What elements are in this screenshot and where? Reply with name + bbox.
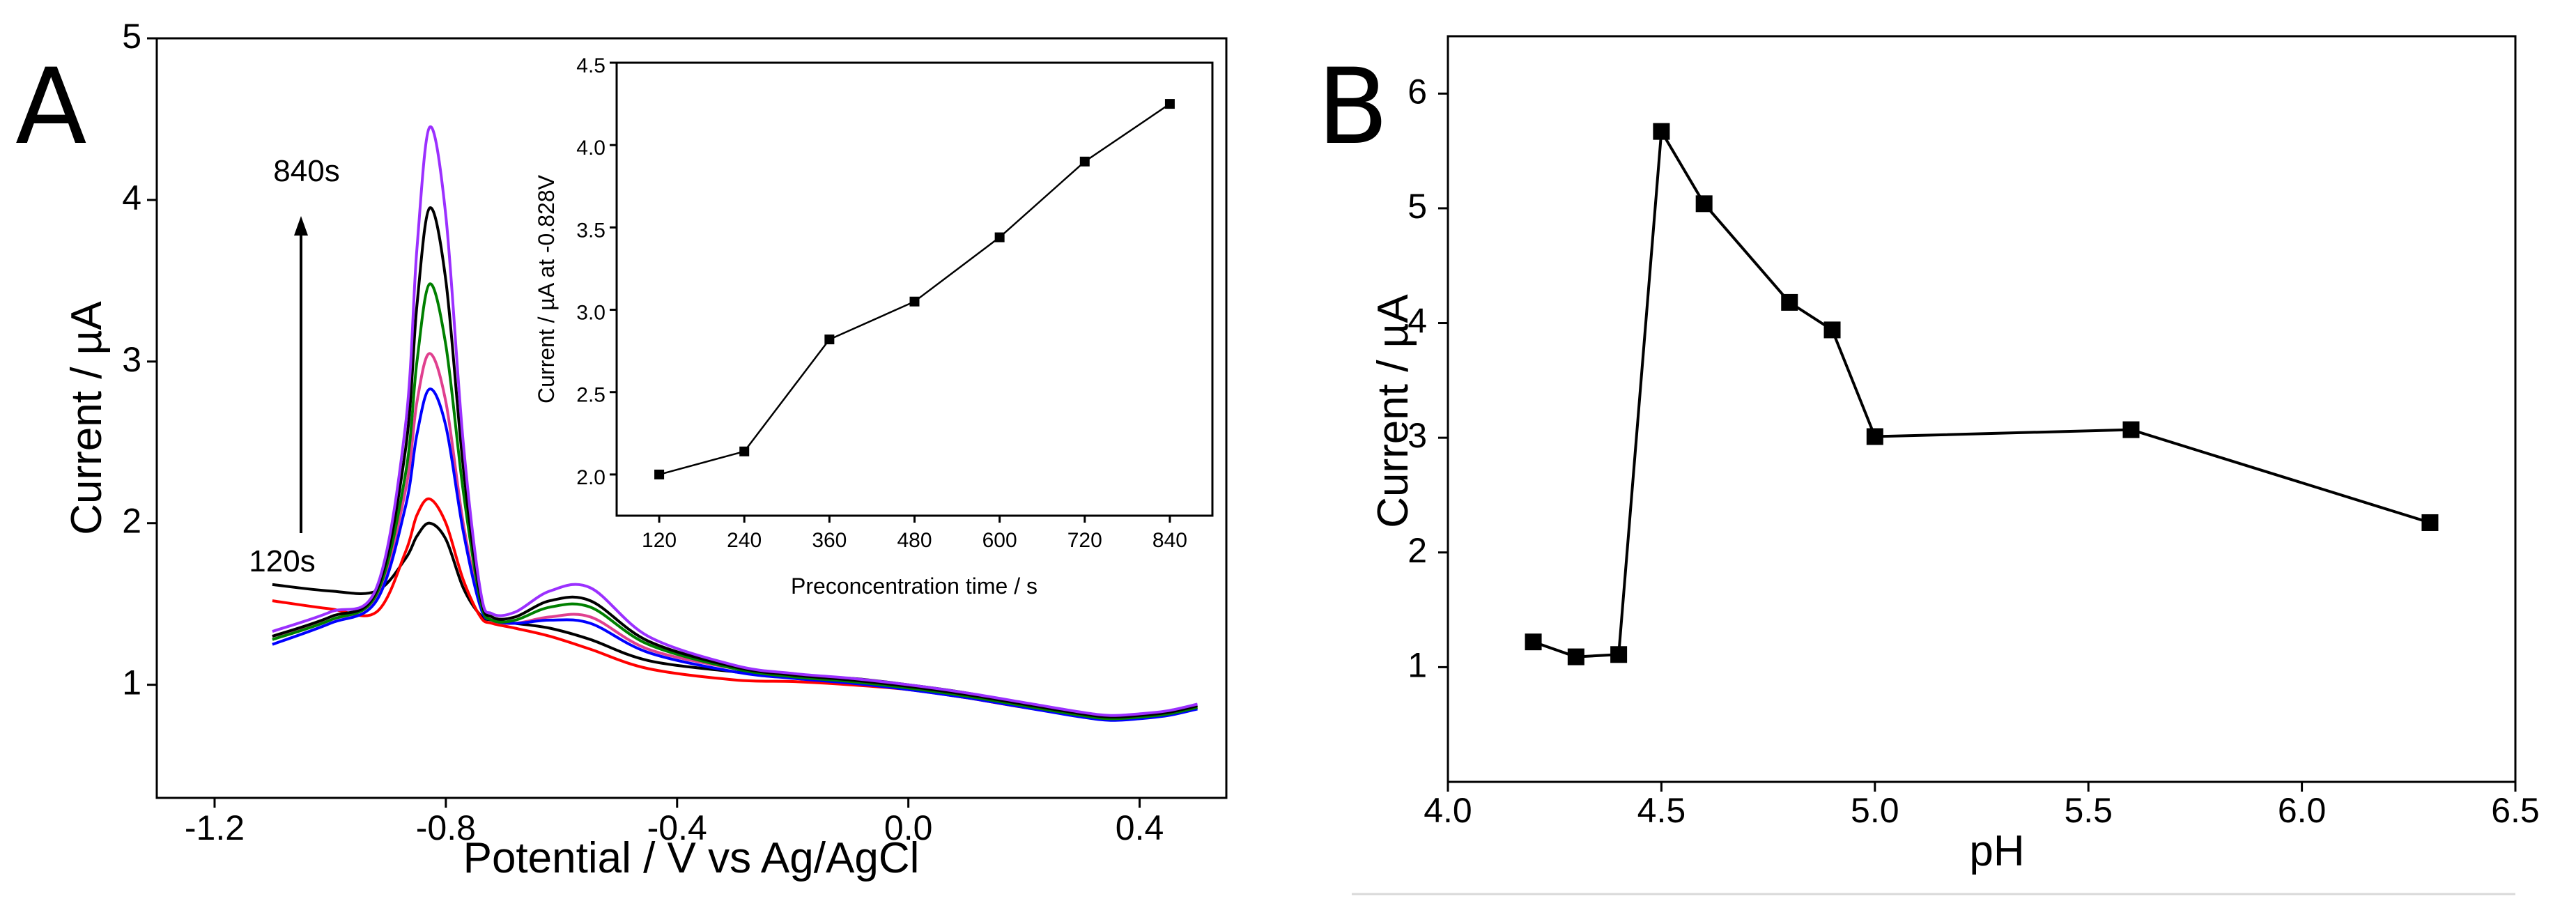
chart-b-x-tick-label: 5.5 <box>2064 791 2113 830</box>
chart-a-x-tick-label: 0.0 <box>884 808 933 847</box>
chart-a-inset-x-tick-label: 480 <box>897 529 932 552</box>
chart-b-point <box>1695 195 1713 213</box>
chart-a-inset-point <box>909 296 920 307</box>
chart-a-series-line <box>272 125 1198 717</box>
chart-b-series <box>1525 123 2439 665</box>
chart-a-y-tick-label: 1 <box>122 663 141 702</box>
chart-b: B 4.0 4.5 5.0 5.5 6.0 6.5 1 2 3 4 5 6 pH Current /… <box>1317 35 2540 895</box>
chart-a-y-axis: 1 2 3 4 5 <box>122 17 157 702</box>
chart-a-annotation-120s: 120s <box>249 544 315 578</box>
chart-b-x-axis: 4.0 4.5 5.0 5.5 6.0 6.5 <box>1424 782 2540 830</box>
chart-b-y-tick-label: 6 <box>1407 72 1427 111</box>
chart-b-x-tick-label: 4.0 <box>1424 791 1472 830</box>
chart-a-x-tick-label: 0.4 <box>1116 808 1164 847</box>
chart-a-series-line <box>272 282 1198 721</box>
chart-a-inset-point <box>824 334 835 345</box>
chart-a-inset: 120 240 360 480 600 720 840 2.0 2.5 3.0 3.5 4.0 4.5… <box>534 54 1214 599</box>
chart-a-arrow-head <box>294 216 308 236</box>
chart-a-y-label: Current / µA <box>63 301 111 535</box>
chart-a-inset-x-tick-label: 840 <box>1152 529 1187 552</box>
chart-b-y-tick-label: 4 <box>1407 302 1427 341</box>
chart-a-inset-y-tick-label: 2.0 <box>576 466 606 489</box>
chart-b-x-tick-label: 6.0 <box>2278 791 2327 830</box>
chart-b-point <box>1610 646 1628 663</box>
chart-a-inset-y-label: Current / µA at -0.828V <box>534 174 559 403</box>
chart-a-inset-y-tick-label: 4.0 <box>576 137 606 160</box>
chart-b-y-tick-label: 5 <box>1407 187 1427 226</box>
chart-a-inset-background <box>613 63 1212 516</box>
chart-a-annotation-840s: 840s <box>273 154 339 188</box>
chart-a-x-axis: -1.2 -0.8 -0.4 0.0 0.4 <box>185 798 1164 847</box>
chart-a-inset-y-axis: 2.0 2.5 3.0 3.5 4.0 4.5 <box>576 54 617 489</box>
chart-a-series-line <box>272 387 1198 722</box>
chart-b-x-label: pH <box>1969 827 2024 875</box>
chart-b-y-tick-label: 2 <box>1407 531 1427 570</box>
chart-a-inset-series <box>654 99 1175 479</box>
chart-b-y-label: Current / µA <box>1369 294 1417 528</box>
chart-a-inset-point <box>1164 99 1175 109</box>
chart-b-point <box>1567 648 1584 665</box>
chart-a-inset-x-tick-label: 600 <box>982 529 1017 552</box>
chart-a-y-tick-label: 3 <box>122 340 141 379</box>
chart-a-inset-x-label: Preconcentration time / s <box>791 574 1038 599</box>
chart-b-point <box>1781 293 1798 311</box>
panel-a-label: A <box>15 47 87 168</box>
chart-a-series-line <box>272 206 1198 719</box>
chart-a-inset-point <box>1079 156 1090 167</box>
chart-a-y-tick-label: 4 <box>122 178 141 217</box>
chart-b-line <box>1532 127 2431 659</box>
chart-a-inset-point <box>994 232 1005 243</box>
panel-b-label: B <box>1317 47 1389 168</box>
chart-a-inset-point <box>654 469 665 479</box>
chart-b-point <box>1866 428 1883 445</box>
chart-b-point <box>2122 421 2140 438</box>
chart-a-y-tick-label: 2 <box>122 502 141 541</box>
chart-a-series-line <box>272 521 1198 719</box>
chart-a-inset-y-tick-label: 2.5 <box>576 384 606 407</box>
chart-a-inset-x-tick-label: 360 <box>812 529 847 552</box>
chart-a-inset-y-tick-label: 4.5 <box>576 54 606 77</box>
chart-a-inset-x-tick-label: 240 <box>727 529 762 552</box>
chart-a-y-tick-label: 5 <box>122 17 141 56</box>
chart-b-y-tick-label: 1 <box>1407 645 1427 684</box>
chart-b-plot-frame <box>1447 35 2517 783</box>
chart-a-inset-point <box>739 446 750 456</box>
chart-b-y-tick-label: 3 <box>1407 416 1427 455</box>
chart-a-inset-x-tick-label: 120 <box>642 529 677 552</box>
chart-b-x-tick-label: 6.5 <box>2491 791 2540 830</box>
chart-b-point <box>1653 123 1670 140</box>
chart-a-x-tick-label: -0.4 <box>647 808 707 847</box>
chart-a-series <box>272 125 1198 722</box>
chart-a: A -1.2 -0.8 -0.4 0.0 0.4 1 2 3 4 5 Potential / V… <box>15 17 1228 882</box>
chart-a-x-tick-label: -0.8 <box>416 808 476 847</box>
chart-a-inset-y-tick-label: 3.5 <box>576 219 606 242</box>
chart-b-x-tick-label: 5.0 <box>1851 791 1899 830</box>
chart-a-plot-frame <box>155 37 1228 799</box>
chart-b-point <box>2421 514 2439 531</box>
chart-b-y-axis: 1 2 3 4 5 6 <box>1407 72 1448 684</box>
chart-b-point <box>1525 633 1542 651</box>
chart-a-x-tick-label: -1.2 <box>185 808 245 847</box>
chart-a-inset-x-tick-label: 720 <box>1067 529 1102 552</box>
chart-b-x-tick-label: 4.5 <box>1637 791 1686 830</box>
chart-b-point <box>1823 321 1841 339</box>
chart-a-inset-x-axis: 120 240 360 480 600 720 840 <box>642 516 1187 552</box>
chart-a-inset-y-tick-label: 3.0 <box>576 302 606 325</box>
chart-a-x-label: Potential / V vs Ag/AgCl <box>463 834 920 882</box>
